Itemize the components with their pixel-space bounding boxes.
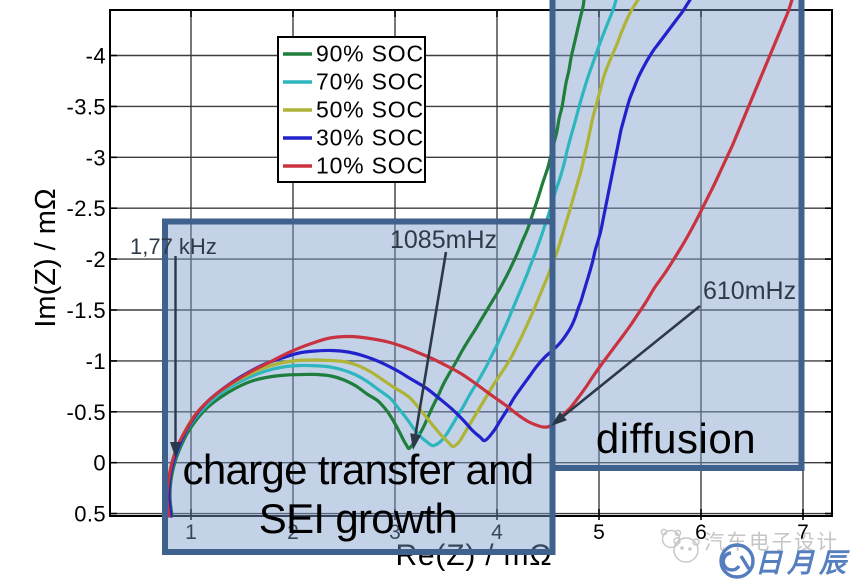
svg-text:-2.5: -2.5 [66,196,106,221]
svg-text:3: 3 [389,521,401,544]
svg-text:Re(Z) / mΩ: Re(Z) / mΩ [395,539,552,572]
svg-text:-4: -4 [86,44,106,69]
svg-text:50% SOC: 50% SOC [316,97,424,123]
svg-text:Im(Z) / mΩ: Im(Z) / mΩ [30,188,62,327]
svg-text:90% SOC: 90% SOC [316,41,424,67]
svg-text:7: 7 [797,521,809,544]
svg-text:70% SOC: 70% SOC [316,69,424,95]
svg-text:30% SOC: 30% SOC [316,125,424,151]
svg-text:610mHz: 610mHz [703,277,796,305]
svg-text:1: 1 [185,521,197,544]
svg-text:-1: -1 [86,349,106,374]
svg-text:-3.5: -3.5 [66,94,106,119]
svg-text:1085mHz: 1085mHz [390,226,497,254]
svg-text:2: 2 [287,521,299,544]
svg-text:-0.5: -0.5 [66,400,106,425]
svg-text:-1.5: -1.5 [66,298,106,323]
svg-text:汽车电子设计: 汽车电子设计 [704,531,839,554]
svg-text:10% SOC: 10% SOC [316,153,424,179]
svg-text:0.5: 0.5 [74,502,106,527]
svg-text:4: 4 [491,521,503,544]
svg-text:diffusion: diffusion [596,415,756,462]
svg-text:-3: -3 [86,145,106,170]
svg-text:日月辰: 日月辰 [755,548,851,578]
svg-text:6: 6 [695,521,707,544]
svg-text:-2: -2 [86,247,106,272]
svg-text:1,77 kHz: 1,77 kHz [130,234,217,259]
svg-text:0: 0 [93,451,106,476]
svg-text:5: 5 [593,521,605,544]
